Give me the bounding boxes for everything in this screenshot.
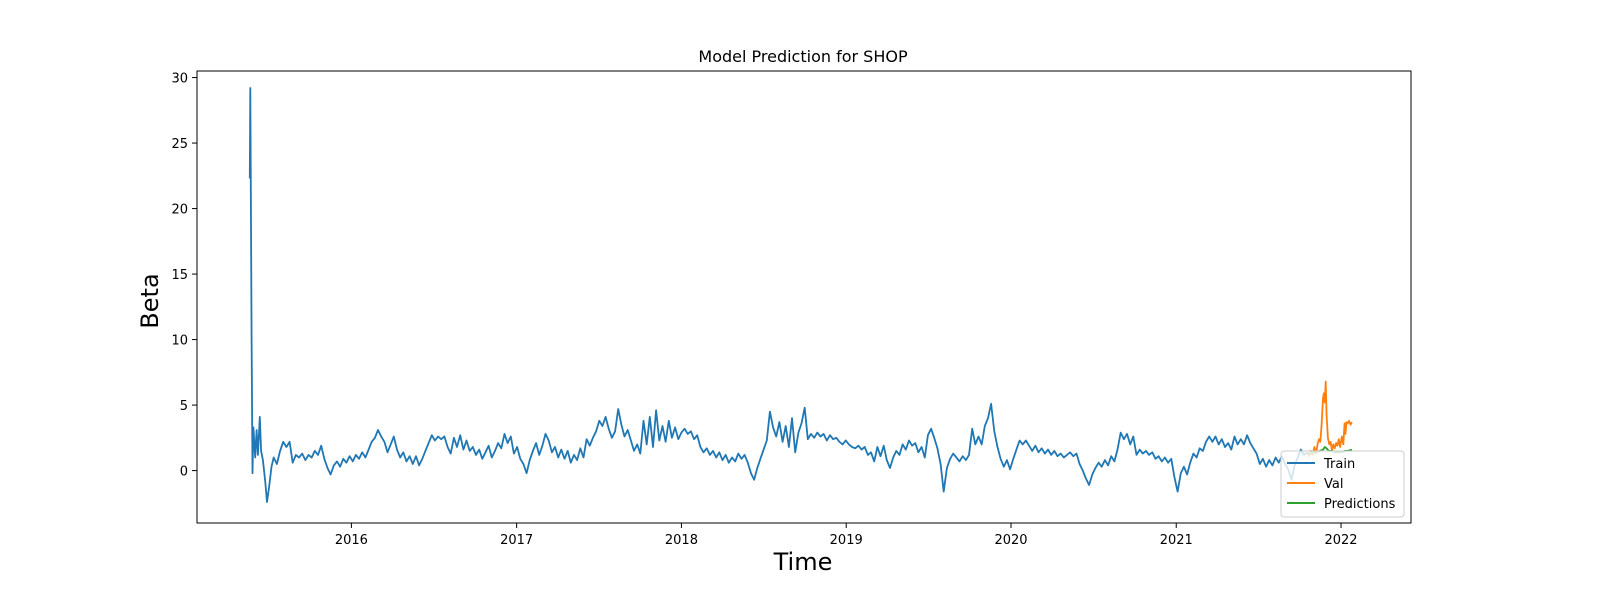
series-line-val [1306, 380, 1353, 458]
legend-label-predictions: Predictions [1324, 497, 1396, 512]
y-tick-label: 15 [171, 268, 188, 283]
x-tick-label: 2019 [830, 533, 863, 548]
legend: Train Val Predictions [1280, 450, 1405, 518]
y-tick-label: 10 [171, 334, 188, 349]
x-tick-label: 2017 [500, 533, 533, 548]
plot-frame [196, 70, 1412, 524]
y-tick-label: 5 [180, 399, 188, 414]
legend-label-train: Train [1323, 457, 1355, 472]
chart-title: Model Prediction for SHOP [698, 47, 908, 66]
y-tick-label: 20 [171, 203, 188, 218]
x-tick-label: 2018 [665, 533, 698, 548]
x-axis-label: Time [773, 548, 833, 576]
x-axis-ticks: 2016 2017 2018 2019 2020 2021 2022 [335, 523, 1358, 548]
y-tick-label: 25 [171, 137, 188, 152]
series-line-train [248, 87, 1308, 503]
x-tick-label: 2021 [1160, 533, 1193, 548]
y-axis-ticks: 0 5 10 15 20 25 30 [171, 72, 197, 480]
legend-box [1280, 450, 1405, 518]
y-axis-label: Beta [136, 273, 164, 328]
x-tick-label: 2022 [1324, 533, 1357, 548]
x-tick-label: 2016 [335, 533, 368, 548]
x-tick-label: 2020 [994, 533, 1027, 548]
y-tick-label: 0 [180, 465, 188, 480]
legend-label-val: Val [1324, 477, 1343, 492]
y-tick-label: 30 [171, 72, 188, 87]
